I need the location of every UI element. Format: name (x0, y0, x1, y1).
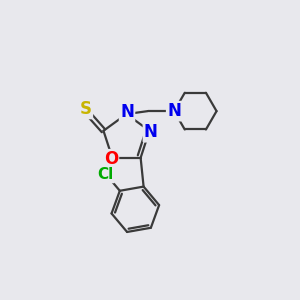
Text: N: N (144, 123, 158, 141)
Text: N: N (120, 103, 134, 121)
Text: O: O (104, 150, 118, 168)
Text: S: S (80, 100, 92, 118)
Text: Cl: Cl (98, 167, 114, 182)
Text: N: N (167, 102, 181, 120)
